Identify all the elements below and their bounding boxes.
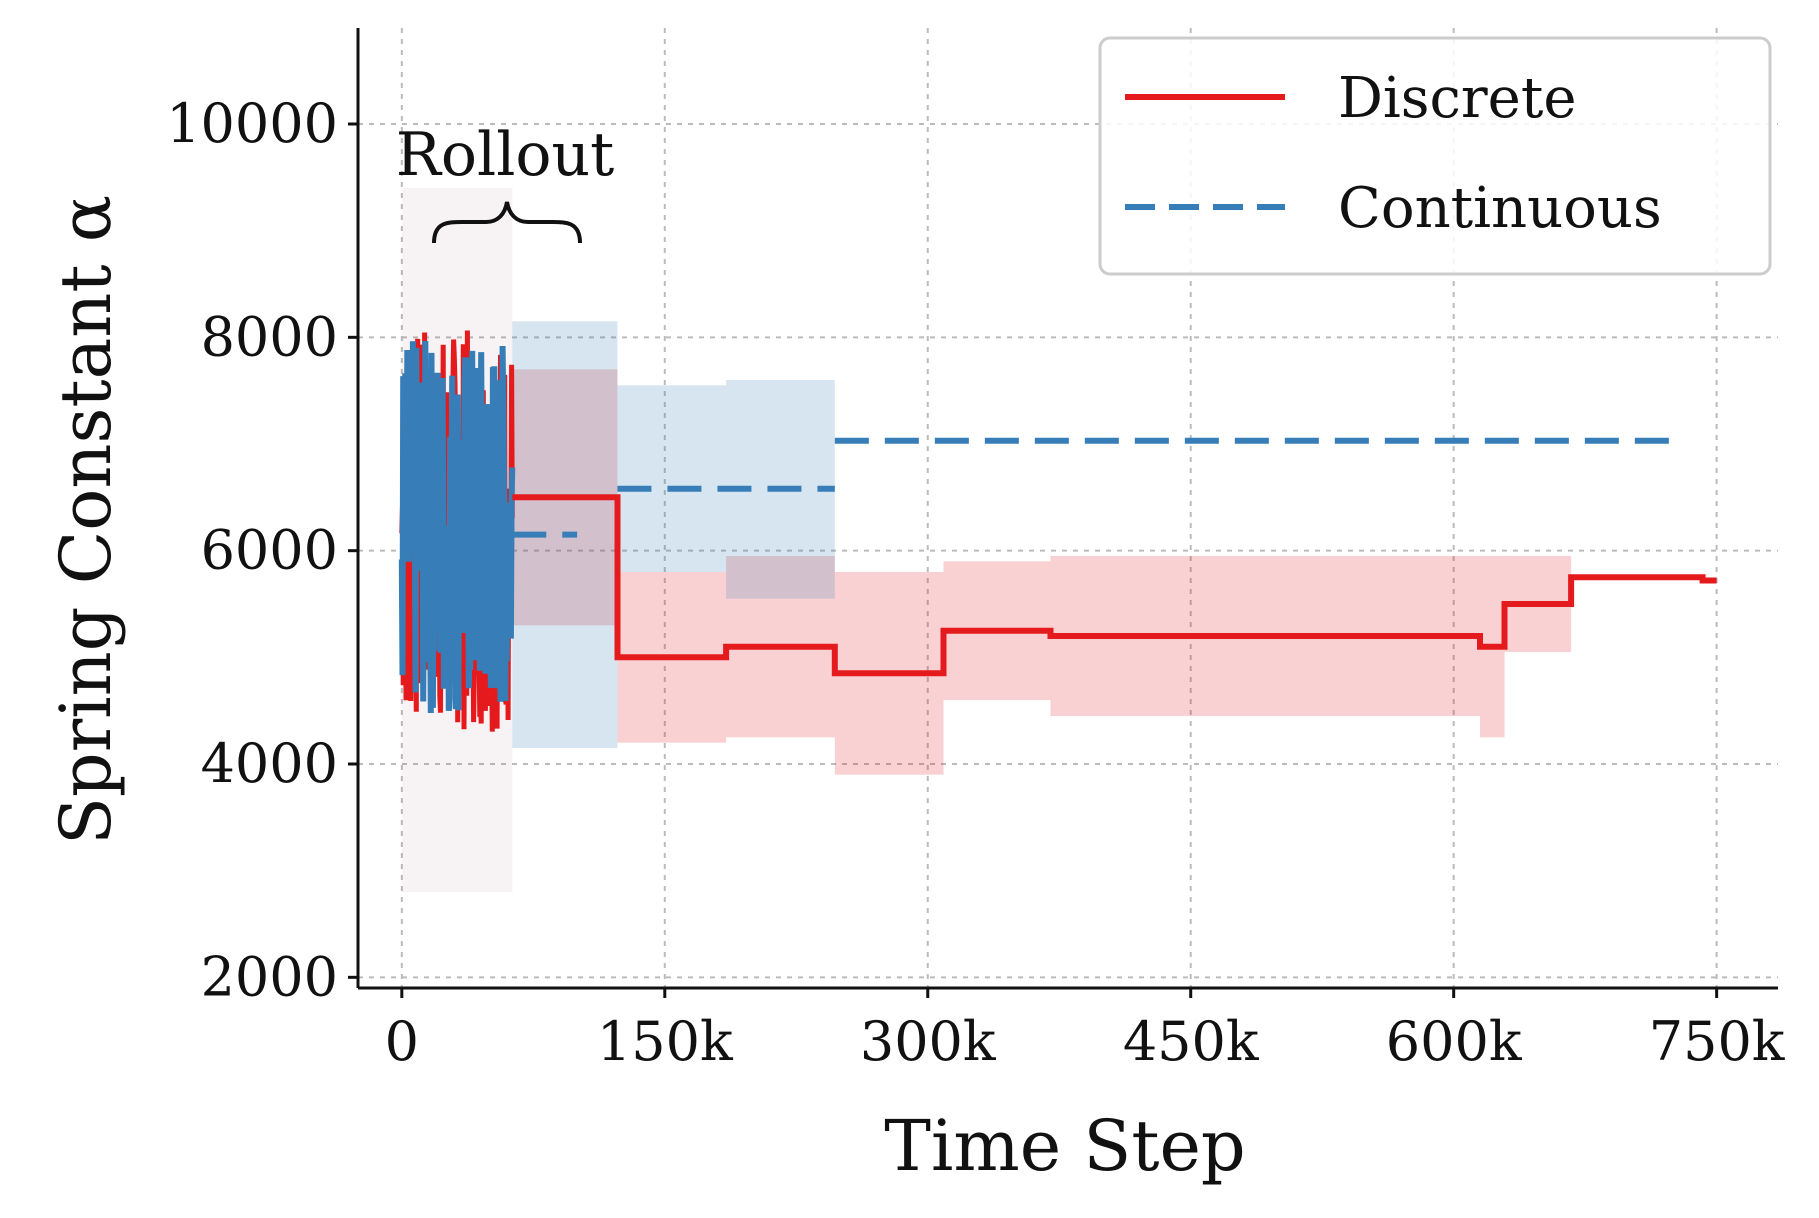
rollout-annotation: Rollout <box>396 120 615 244</box>
x-tick-label: 0 <box>385 1010 419 1073</box>
y-tick-label: 8000 <box>201 305 338 368</box>
continuous-band <box>617 385 727 572</box>
x-axis-title: Time Step <box>884 1105 1245 1187</box>
legend-label-continuous: Continuous <box>1338 176 1662 241</box>
y-tick-label: 4000 <box>201 732 338 795</box>
series-lines <box>512 437 1717 677</box>
axes <box>348 28 1778 998</box>
x-tick-label: 600k <box>1386 1010 1523 1073</box>
rollout-brace <box>432 201 582 244</box>
continuous-line <box>512 437 1682 538</box>
legend-label-discrete: Discrete <box>1338 66 1576 131</box>
tick-labels: 0 150k 300k 450k 600k 750k 2000 4000 6000 8000 100… <box>166 92 1786 1073</box>
x-tick-label: 750k <box>1649 1010 1786 1073</box>
y-tick-label: 10000 <box>166 92 338 155</box>
x-tick-label: 450k <box>1123 1010 1260 1073</box>
rollout-region <box>398 188 516 892</box>
y-axis-title: Spring Constant α <box>45 195 127 845</box>
confidence-bands <box>512 321 1572 775</box>
rollout-label: Rollout <box>396 120 615 190</box>
y-tick-label: 2000 <box>201 945 338 1008</box>
legend: Discrete Continuous <box>1098 36 1772 276</box>
y-tick-label: 6000 <box>201 519 338 582</box>
x-tick-label: 150k <box>597 1010 734 1073</box>
x-tick-label: 300k <box>860 1010 997 1073</box>
discrete-line <box>512 494 1717 677</box>
rollout-continuous-trace <box>398 340 516 714</box>
